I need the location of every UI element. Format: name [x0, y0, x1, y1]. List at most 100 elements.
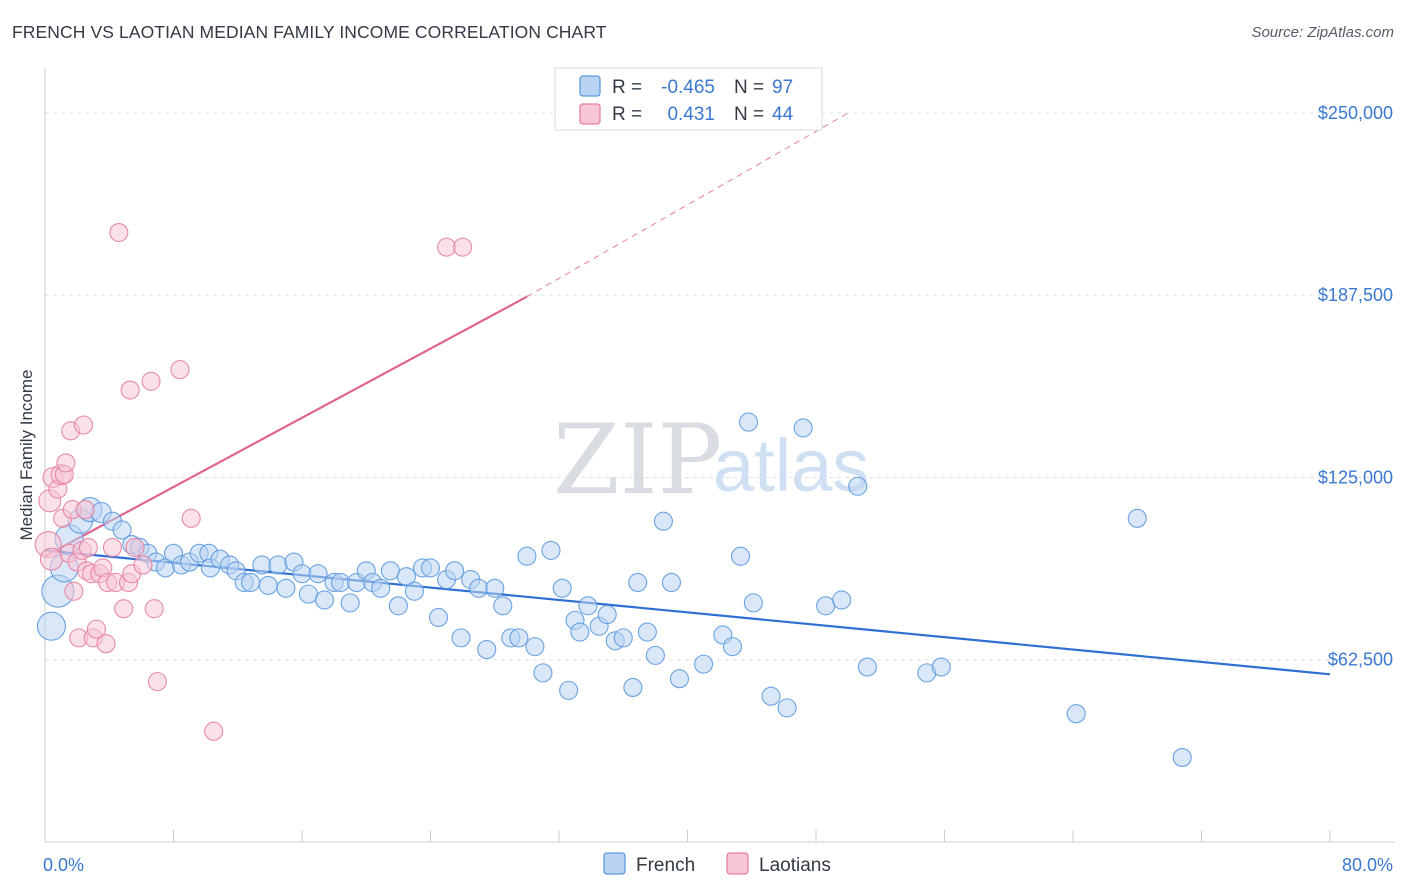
laotians-point-42	[437, 237, 457, 257]
french-point-58	[517, 546, 537, 566]
french-point-46	[420, 558, 441, 578]
french-point-60	[533, 663, 553, 683]
x-tick-label-0: 0.0%	[43, 855, 84, 875]
laotians-point-16	[74, 415, 94, 435]
french-point-93	[1066, 704, 1086, 724]
french-point-75	[653, 511, 673, 531]
french-point-0	[36, 611, 66, 641]
french-point-33	[314, 590, 335, 610]
laotians-point-38	[147, 672, 167, 692]
french-point-40	[371, 578, 391, 598]
laotians-point-19	[78, 537, 98, 558]
laotians-point-12	[64, 581, 84, 601]
laotians-point-37	[144, 599, 164, 619]
laotians-point-27	[102, 537, 123, 558]
laotians-trend-extension	[526, 112, 849, 298]
french-point-50	[451, 628, 471, 648]
bottom-legend-french-label: French	[636, 855, 695, 876]
french-point-8	[112, 520, 132, 540]
laotians-point-8	[56, 453, 76, 473]
laotians-point-30	[114, 599, 134, 619]
french-point-24	[241, 572, 261, 593]
french-point-63	[559, 680, 579, 700]
legend-laotians-swatch	[579, 103, 601, 125]
french-point-86	[793, 418, 813, 438]
french-point-70	[613, 628, 633, 648]
french-point-28	[276, 578, 296, 598]
laotians-point-17	[75, 500, 95, 520]
laotians-point-29	[109, 222, 129, 243]
french-point-68	[597, 604, 617, 625]
laotians-point-2	[39, 547, 63, 571]
french-point-31	[298, 584, 318, 604]
french-point-77	[669, 669, 690, 689]
french-point-25	[252, 555, 272, 575]
watermark-atlas: atlas	[713, 424, 869, 507]
french-point-81	[730, 546, 751, 566]
french-point-95	[1172, 747, 1192, 767]
french-point-43	[396, 567, 416, 587]
french-point-53	[477, 639, 497, 660]
french-point-71	[623, 677, 643, 698]
source-label: Source: ZipAtlas.com	[1251, 24, 1394, 41]
legend-n-value-1: 97	[772, 77, 793, 98]
french-point-41	[380, 561, 400, 581]
x-tick-label-1: 80.0%	[1342, 855, 1393, 875]
legend-r-label-2: R =	[612, 104, 642, 125]
legend-n-value-2: 44	[772, 104, 794, 125]
y-tick-label-1: $125,000	[1318, 467, 1393, 487]
french-point-32	[308, 564, 328, 584]
legend-french-swatch	[579, 75, 601, 97]
french-point-35	[330, 572, 351, 593]
data-points	[34, 222, 1192, 767]
french-point-76	[661, 572, 681, 593]
y-axis-title: Median Family Income	[17, 369, 36, 540]
french-point-59	[525, 637, 545, 657]
french-point-42	[388, 596, 408, 616]
french-point-27	[268, 555, 288, 575]
legend-r-label-1: R =	[612, 77, 642, 98]
y-tick-labels: $62,500 $125,000 $187,500 $250,000	[1318, 103, 1393, 670]
bottom-legend: French Laotians	[603, 852, 831, 876]
french-point-30	[292, 564, 312, 584]
legend-n-label-1: N =	[734, 77, 764, 98]
french-point-78	[694, 654, 714, 674]
trend-lines	[44, 112, 1331, 676]
french-point-66	[578, 596, 598, 616]
french-point-87	[816, 596, 836, 616]
laotians-point-35	[133, 555, 153, 575]
x-tick-labels: 0.0% 80.0%	[43, 855, 1393, 875]
laotians-point-22	[86, 619, 106, 639]
french-point-85	[777, 698, 797, 718]
french-point-80	[722, 637, 743, 657]
french-point-72	[628, 572, 648, 593]
french-point-52	[469, 578, 489, 598]
laotians-point-39	[170, 360, 190, 380]
french-point-61	[541, 540, 561, 560]
french-point-89	[848, 476, 868, 496]
french-point-65	[570, 622, 590, 642]
legend-r-value-1: -0.465	[661, 77, 715, 98]
bottom-legend-laotians-swatch	[726, 852, 749, 875]
bottom-legend-french-swatch	[603, 852, 626, 875]
legend-r-value-2: 0.431	[667, 104, 715, 125]
french-point-36	[340, 593, 360, 613]
y-tick-label-0: $62,500	[1328, 650, 1393, 670]
french-point-49	[445, 561, 465, 581]
y-tick-label-3: $250,000	[1318, 103, 1393, 123]
french-point-88	[832, 590, 852, 610]
french-point-55	[493, 596, 513, 616]
french-point-73	[637, 622, 657, 642]
laotians-trend-line	[44, 295, 528, 558]
french-point-74	[645, 645, 665, 665]
laotians-point-43	[453, 237, 473, 257]
french-point-83	[743, 593, 763, 613]
laotians-point-34	[125, 537, 145, 558]
french-point-57	[509, 628, 529, 648]
laotians-point-25	[96, 634, 116, 654]
watermark: ZIP atlas	[553, 404, 869, 516]
french-point-82	[738, 412, 759, 432]
french-point-90	[857, 657, 877, 677]
french-point-44	[404, 581, 424, 601]
chart-title: FRENCH VS LAOTIAN MEDIAN FAMILY INCOME C…	[12, 22, 607, 42]
